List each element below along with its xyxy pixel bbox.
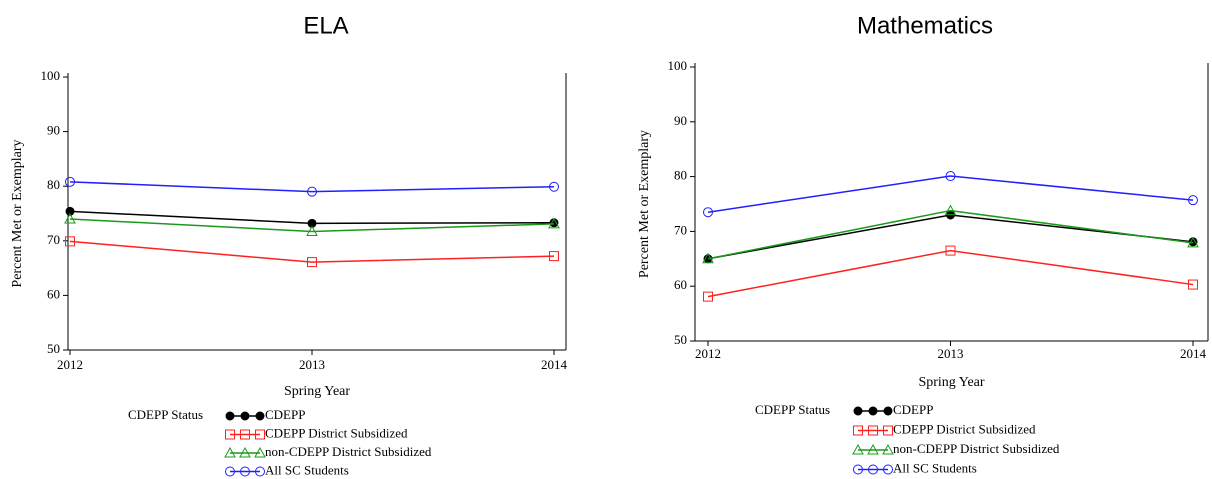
marker bbox=[868, 406, 878, 416]
legend-title: CDEPP Status bbox=[128, 407, 203, 422]
y-tick-label: 100 bbox=[668, 58, 688, 73]
legend-label: CDEPP District Subsidized bbox=[265, 425, 408, 440]
marker bbox=[883, 425, 893, 436]
marker bbox=[945, 245, 956, 256]
series-line bbox=[69, 240, 555, 263]
x-tick-label: 2014 bbox=[541, 357, 568, 372]
marker bbox=[1188, 195, 1198, 206]
y-tick-label: 60 bbox=[674, 277, 687, 292]
y-tick-label: 70 bbox=[47, 232, 60, 247]
marker bbox=[65, 206, 75, 216]
series-line bbox=[69, 218, 555, 233]
marker bbox=[307, 186, 317, 197]
marker bbox=[1187, 236, 1199, 248]
x-tick-label: 2012 bbox=[695, 346, 721, 361]
chart-title: ELA bbox=[303, 12, 348, 39]
y-tick-label: 50 bbox=[674, 332, 687, 347]
marker bbox=[868, 464, 878, 475]
legend-label: non-CDEPP District Subsidized bbox=[893, 441, 1060, 456]
x-axis-label: Spring Year bbox=[918, 375, 984, 390]
legend-label: All SC Students bbox=[893, 460, 977, 475]
marker bbox=[548, 217, 560, 229]
marker bbox=[853, 425, 863, 436]
y-tick-label: 80 bbox=[674, 168, 687, 183]
legend-label: CDEPP District Subsidized bbox=[893, 421, 1036, 436]
marker bbox=[549, 181, 559, 192]
marker bbox=[65, 236, 75, 247]
marker bbox=[549, 251, 559, 262]
x-tick-label: 2013 bbox=[299, 357, 325, 372]
x-tick-label: 2012 bbox=[57, 357, 83, 372]
series-line bbox=[707, 214, 1194, 260]
y-tick-label: 80 bbox=[47, 177, 60, 192]
marker bbox=[945, 171, 956, 182]
marker bbox=[240, 429, 250, 440]
marker bbox=[255, 429, 265, 440]
series-line bbox=[707, 175, 1194, 213]
y-axis-label: Percent Met or Exemplary bbox=[637, 130, 652, 278]
y-tick-label: 90 bbox=[47, 123, 60, 138]
y-tick-label: 70 bbox=[674, 222, 687, 237]
marker bbox=[240, 411, 250, 421]
marker bbox=[702, 252, 714, 264]
marker bbox=[868, 425, 878, 436]
marker bbox=[852, 443, 864, 455]
marker bbox=[1188, 279, 1198, 290]
marker bbox=[224, 446, 236, 458]
marker bbox=[703, 291, 713, 302]
y-tick-label: 90 bbox=[674, 113, 687, 128]
marker bbox=[64, 212, 76, 224]
y-tick-label: 100 bbox=[41, 68, 61, 83]
marker bbox=[853, 464, 863, 475]
marker bbox=[867, 443, 879, 455]
chart-title: Mathematics bbox=[857, 12, 993, 39]
marker bbox=[239, 446, 251, 458]
series-line bbox=[707, 249, 1194, 298]
marker bbox=[703, 207, 713, 218]
y-tick-label: 60 bbox=[47, 286, 60, 301]
series-line bbox=[69, 181, 555, 193]
marker bbox=[255, 411, 265, 421]
legend-label: All SC Students bbox=[265, 462, 349, 477]
marker bbox=[853, 406, 863, 416]
marker bbox=[225, 429, 235, 440]
marker bbox=[883, 406, 893, 416]
chart: ELA 50 60 70 80 90 100 2012 2013 2014 Spring Year P… bbox=[10, 12, 567, 477]
legend-label: non-CDEPP District Subsidized bbox=[265, 444, 432, 459]
marker bbox=[306, 225, 318, 237]
marker bbox=[225, 466, 235, 477]
marker bbox=[255, 466, 265, 477]
marker bbox=[882, 443, 894, 455]
marker bbox=[225, 411, 235, 421]
y-axis-label: Percent Met or Exemplary bbox=[10, 139, 25, 287]
legend-title: CDEPP Status bbox=[755, 402, 830, 417]
series-line bbox=[707, 209, 1194, 260]
marker bbox=[883, 464, 893, 475]
marker bbox=[944, 204, 957, 216]
marker bbox=[307, 257, 317, 268]
legend-label: CDEPP bbox=[265, 407, 305, 422]
marker bbox=[65, 176, 75, 187]
marker bbox=[254, 446, 266, 458]
legend-label: CDEPP bbox=[893, 402, 933, 417]
marker bbox=[549, 218, 559, 228]
chart: Mathematics 50 60 70 80 90 100 2012 2013 2014 Spri… bbox=[637, 12, 1209, 475]
x-axis-label: Spring Year bbox=[284, 384, 350, 399]
x-tick-label: 2014 bbox=[1180, 346, 1207, 361]
x-tick-label: 2013 bbox=[938, 346, 964, 361]
y-tick-label: 50 bbox=[47, 341, 60, 356]
marker bbox=[240, 466, 250, 477]
